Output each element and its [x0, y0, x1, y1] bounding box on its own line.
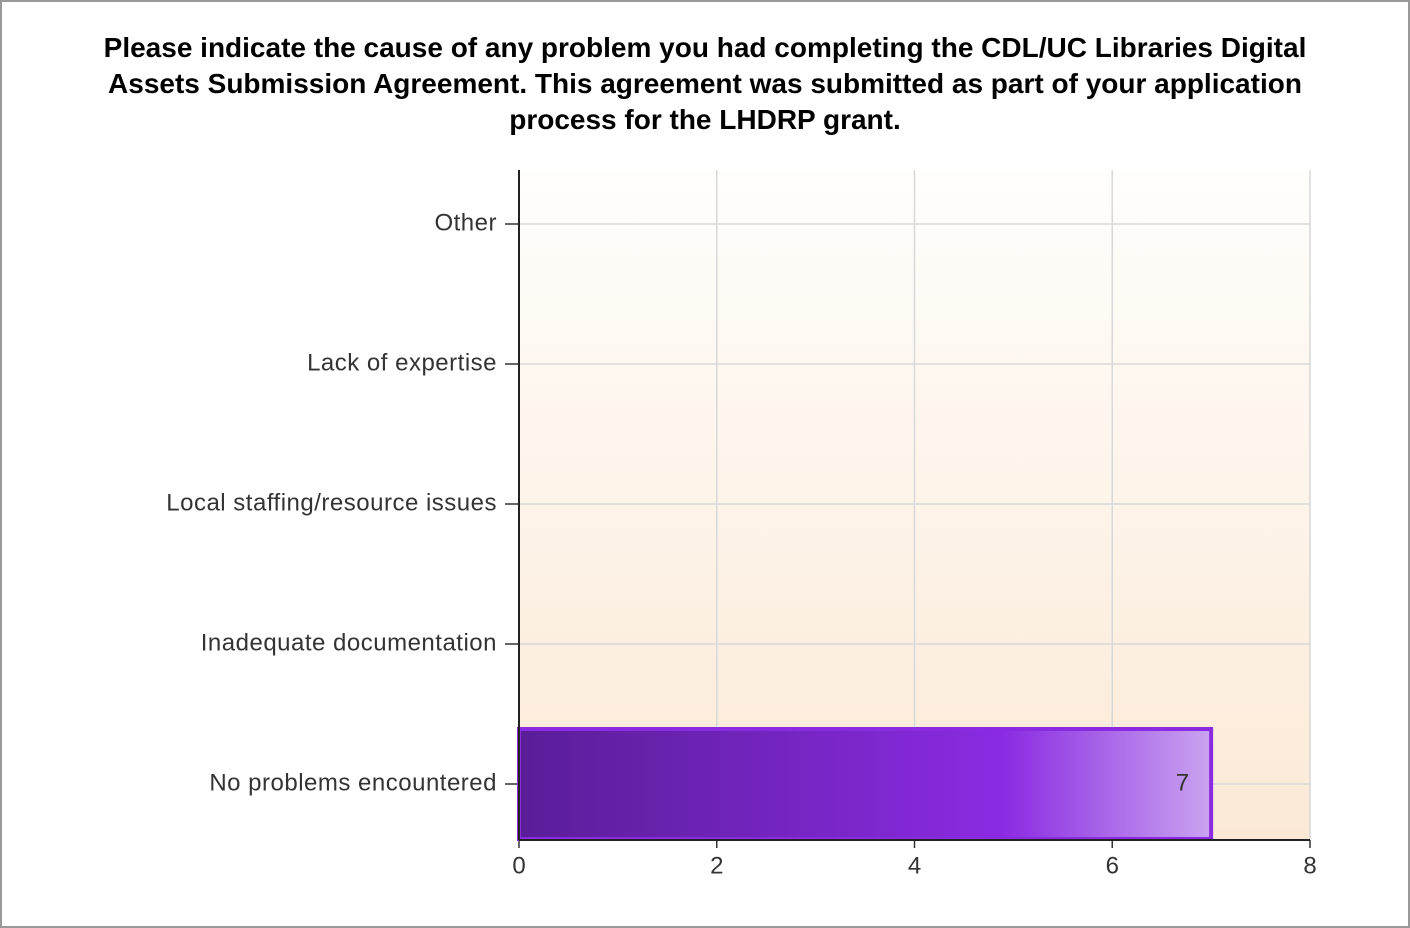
y-tick-label: Lack of expertise [307, 349, 497, 376]
bar [517, 727, 1214, 841]
x-tick-label: 4 [908, 852, 921, 879]
data-label: 7 [1176, 769, 1189, 796]
y-tick-label: Other [434, 209, 497, 236]
y-tick-label: Inadequate documentation [201, 629, 497, 656]
x-tick-label: 6 [1106, 852, 1119, 879]
y-tick-label: Local staffing/resource issues [166, 489, 497, 516]
y-tick-label: No problems encountered [209, 769, 497, 796]
x-tick-label: 8 [1303, 852, 1316, 879]
chart-title: Please indicate the cause of any problem… [103, 32, 1307, 135]
x-tick-label: 2 [710, 852, 723, 879]
x-tick-label: 0 [512, 852, 525, 879]
